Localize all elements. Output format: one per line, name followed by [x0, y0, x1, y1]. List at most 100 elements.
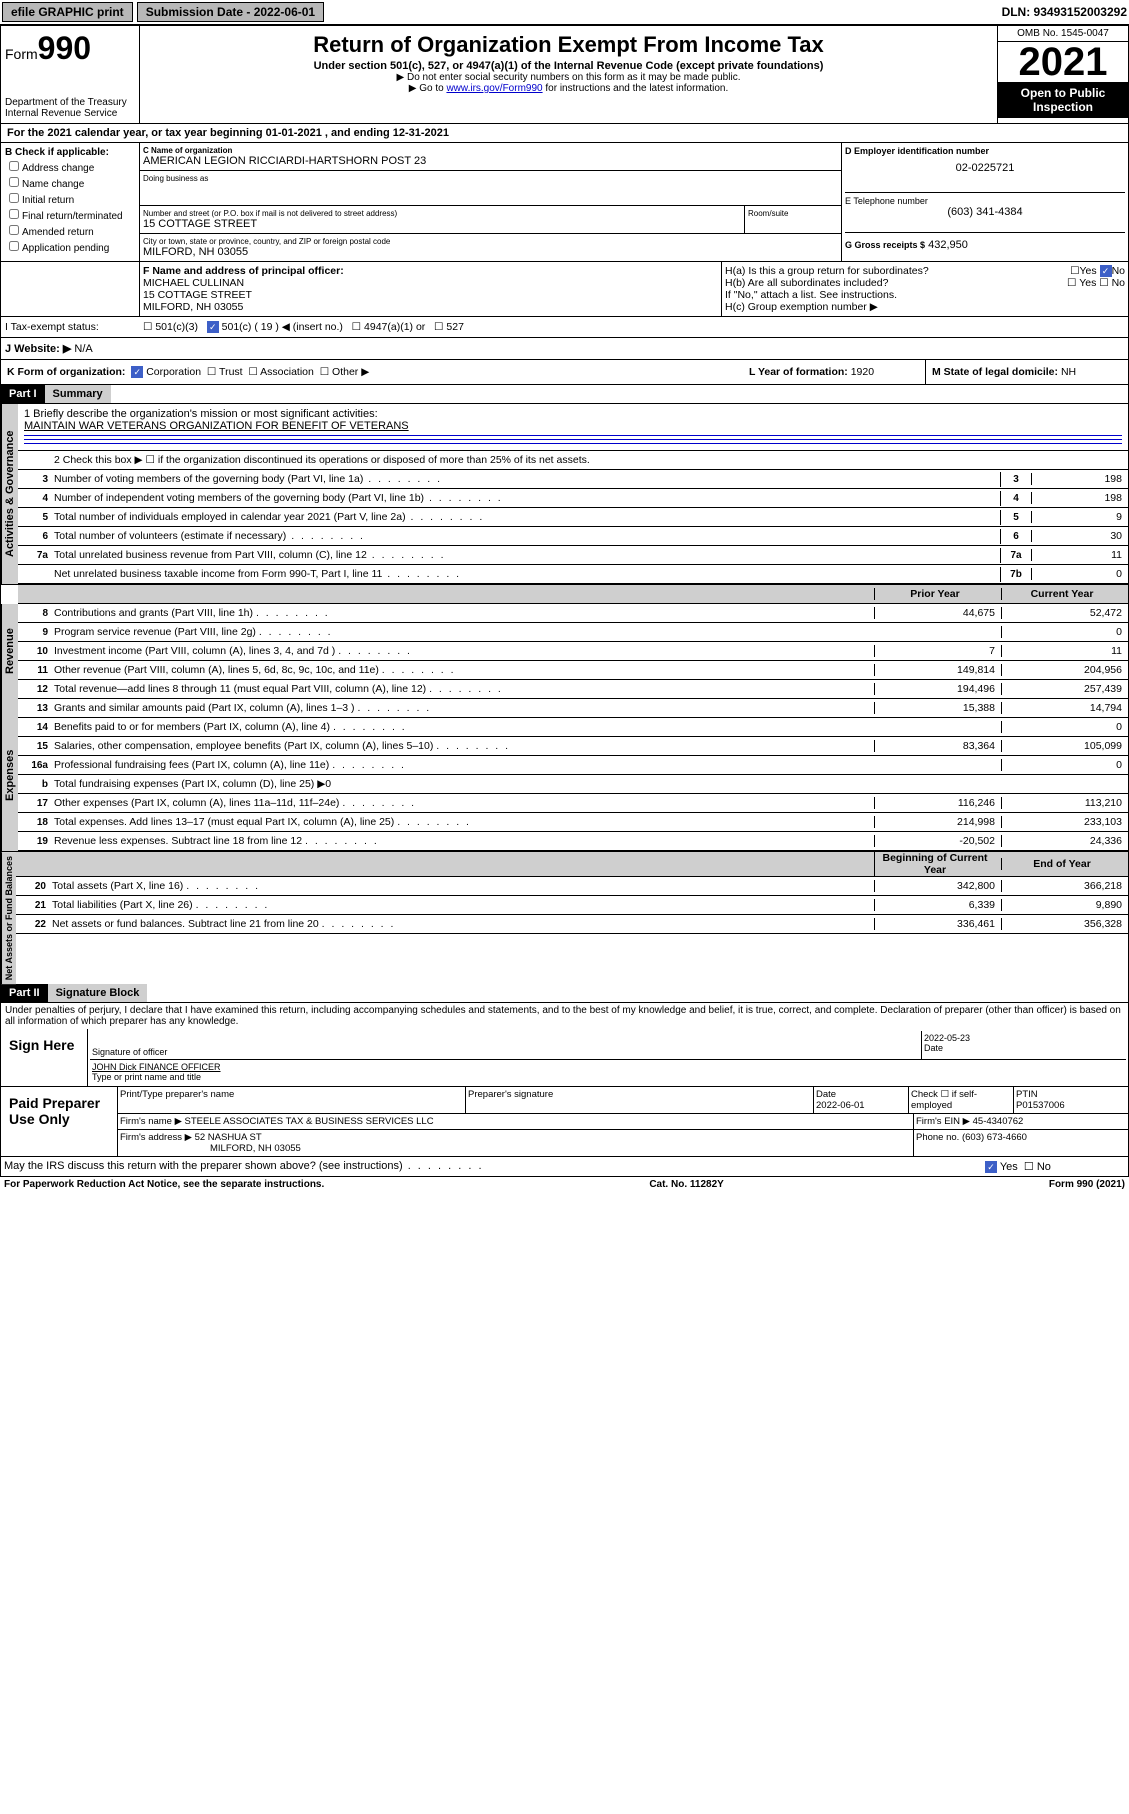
net-assets-tab: Net Assets or Fund Balances: [1, 852, 16, 984]
discuss-no: No: [1037, 1161, 1051, 1173]
submission-date-button[interactable]: Submission Date - 2022-06-01: [137, 2, 324, 22]
entity-block: B Check if applicable: Address change Na…: [0, 143, 1129, 262]
summary-line: 22Net assets or fund balances. Subtract …: [16, 915, 1128, 934]
irs-label: Internal Revenue Service: [5, 108, 135, 119]
form-title: Return of Organization Exempt From Incom…: [144, 32, 993, 58]
tax-exempt-label: I Tax-exempt status:: [1, 317, 139, 337]
summary-line: 5Total number of individuals employed in…: [18, 508, 1128, 527]
form-number: Form990: [5, 30, 135, 67]
room-label: Room/suite: [748, 209, 838, 218]
summary-line: Net unrelated business taxable income fr…: [18, 565, 1128, 584]
check-initial-return[interactable]: Initial return: [5, 190, 135, 206]
summary-line: 21Total liabilities (Part X, line 26) 6,…: [16, 896, 1128, 915]
firm-name: STEELE ASSOCIATES TAX & BUSINESS SERVICE…: [185, 1116, 434, 1127]
phone-value: (603) 341-4384: [845, 206, 1125, 218]
summary-line: 10Investment income (Part VIII, column (…: [18, 642, 1128, 661]
4947a1-option: 4947(a)(1) or: [364, 321, 425, 333]
sign-here-block: Sign Here Signature of officer 2022-05-2…: [0, 1029, 1129, 1087]
jurat-text: Under penalties of perjury, I declare th…: [0, 1003, 1129, 1029]
check-application-pending-label: Application pending: [22, 243, 109, 254]
paid-preparer-block: Paid Preparer Use Only Print/Type prepar…: [0, 1087, 1129, 1157]
part-1-title: Summary: [45, 385, 111, 403]
city-value: MILFORD, NH 03055: [143, 246, 838, 258]
check-icon: ✓: [985, 1161, 997, 1173]
check-icon: ✓: [131, 366, 143, 378]
ptin-label: PTIN: [1016, 1089, 1038, 1100]
prior-year-header: Prior Year: [874, 588, 1001, 600]
prep-date: 2022-06-01: [816, 1100, 865, 1111]
ptin-value: P01537006: [1016, 1100, 1065, 1111]
summary-line: 12Total revenue—add lines 8 through 11 (…: [18, 680, 1128, 699]
current-year-header: Current Year: [1001, 588, 1128, 600]
summary-line: 4Number of independent voting members of…: [18, 489, 1128, 508]
summary-line: 20Total assets (Part X, line 16) 342,800…: [16, 877, 1128, 896]
summary-line: 14Benefits paid to or for members (Part …: [18, 718, 1128, 737]
h-b-note: If "No," attach a list. See instructions…: [725, 289, 1125, 301]
gross-receipts-label: G Gross receipts $: [845, 240, 925, 250]
signature-label: Signature of officer: [92, 1047, 919, 1057]
discuss-question: May the IRS discuss this return with the…: [1, 1157, 982, 1176]
form990-link[interactable]: www.irs.gov/Form990: [446, 83, 542, 94]
expenses-tab: Expenses: [1, 699, 18, 851]
check-name-change[interactable]: Name change: [5, 174, 135, 190]
part-1-badge: Part I: [1, 385, 45, 403]
footer-left: For Paperwork Reduction Act Notice, see …: [4, 1179, 324, 1190]
prep-date-header: Date: [816, 1089, 836, 1100]
summary-line: 6Total number of volunteers (estimate if…: [18, 527, 1128, 546]
state-domicile-value: NH: [1061, 366, 1076, 378]
firm-city: MILFORD, NH 03055: [210, 1143, 301, 1154]
form-org-label: K Form of organization:: [7, 366, 125, 378]
sign-here-label: Sign Here: [1, 1029, 87, 1086]
h-c-label: H(c) Group exemption number ▶: [725, 301, 1125, 313]
summary-line: 9Program service revenue (Part VIII, lin…: [18, 623, 1128, 642]
check-icon: ✓: [1100, 265, 1112, 277]
officer-group-row: F Name and address of principal officer:…: [0, 262, 1129, 317]
527-option: 527: [446, 321, 464, 333]
h-a-yes: Yes: [1080, 265, 1097, 277]
goto-note: ▶ Go to www.irs.gov/Form990 for instruct…: [144, 83, 993, 94]
website-label: J Website: ▶: [5, 343, 71, 355]
check-amended-return[interactable]: Amended return: [5, 222, 135, 238]
year-formation-label: L Year of formation:: [749, 366, 848, 378]
check-application-pending[interactable]: Application pending: [5, 238, 135, 254]
firm-addr-label: Firm's address ▶: [120, 1132, 192, 1143]
paid-preparer-label: Paid Preparer Use Only: [1, 1087, 117, 1156]
firm-phone: (603) 673-4660: [962, 1132, 1027, 1143]
ssn-note: ▶ Do not enter social security numbers o…: [144, 72, 993, 83]
assets-header-row: Net Assets or Fund Balances Beginning of…: [0, 851, 1129, 984]
tax-exempt-row: I Tax-exempt status: ☐ 501(c)(3) ✓ 501(c…: [0, 317, 1129, 338]
discuss-yes: Yes: [1000, 1161, 1018, 1173]
phone-label: E Telephone number: [845, 196, 1125, 206]
h-a-label: H(a) Is this a group return for subordin…: [725, 265, 929, 277]
summary-line: 18Total expenses. Add lines 13–17 (must …: [18, 813, 1128, 832]
h-b-label: H(b) Are all subordinates included?: [725, 277, 888, 289]
part-2-title: Signature Block: [48, 984, 148, 1002]
firm-name-label: Firm's name ▶: [120, 1116, 182, 1127]
form-word: Form: [5, 46, 38, 62]
assoc-option: Association: [260, 366, 314, 378]
other-option: Other ▶: [332, 366, 369, 378]
mission-text: MAINTAIN WAR VETERANS ORGANIZATION FOR B…: [24, 420, 1122, 432]
col-header-row: b Prior Year Current Year: [0, 584, 1129, 604]
expenses-block: Expenses 13Grants and similar amounts pa…: [0, 699, 1129, 851]
efile-toolbar: efile GRAPHIC print Submission Date - 20…: [0, 0, 1129, 25]
footer-center: Cat. No. 11282Y: [649, 1179, 723, 1190]
officer-street: 15 COTTAGE STREET: [143, 289, 718, 301]
col-b-checkboxes: B Check if applicable: Address change Na…: [1, 143, 140, 261]
efile-graphic-button[interactable]: efile GRAPHIC print: [2, 2, 133, 22]
h-a-no: No: [1112, 265, 1125, 277]
firm-ein-label: Firm's EIN ▶: [916, 1116, 970, 1127]
signature-date: 2022-05-23: [924, 1033, 1124, 1043]
year-formation-value: 1920: [851, 366, 874, 378]
officer-name: MICHAEL CULLINAN: [143, 277, 718, 289]
summary-line: 16aProfessional fundraising fees (Part I…: [18, 756, 1128, 775]
prep-sig-header: Preparer's signature: [466, 1087, 814, 1113]
street-value: 15 COTTAGE STREET: [143, 218, 741, 230]
dln-label: DLN: 93493152003292: [1002, 5, 1127, 19]
check-final-return[interactable]: Final return/terminated: [5, 206, 135, 222]
dept-label: Department of the Treasury: [5, 97, 135, 108]
begin-year-header: Beginning of Current Year: [874, 852, 1001, 876]
end-year-header: End of Year: [1001, 858, 1128, 870]
check-address-change[interactable]: Address change: [5, 158, 135, 174]
summary-line: 8Contributions and grants (Part VIII, li…: [18, 604, 1128, 623]
